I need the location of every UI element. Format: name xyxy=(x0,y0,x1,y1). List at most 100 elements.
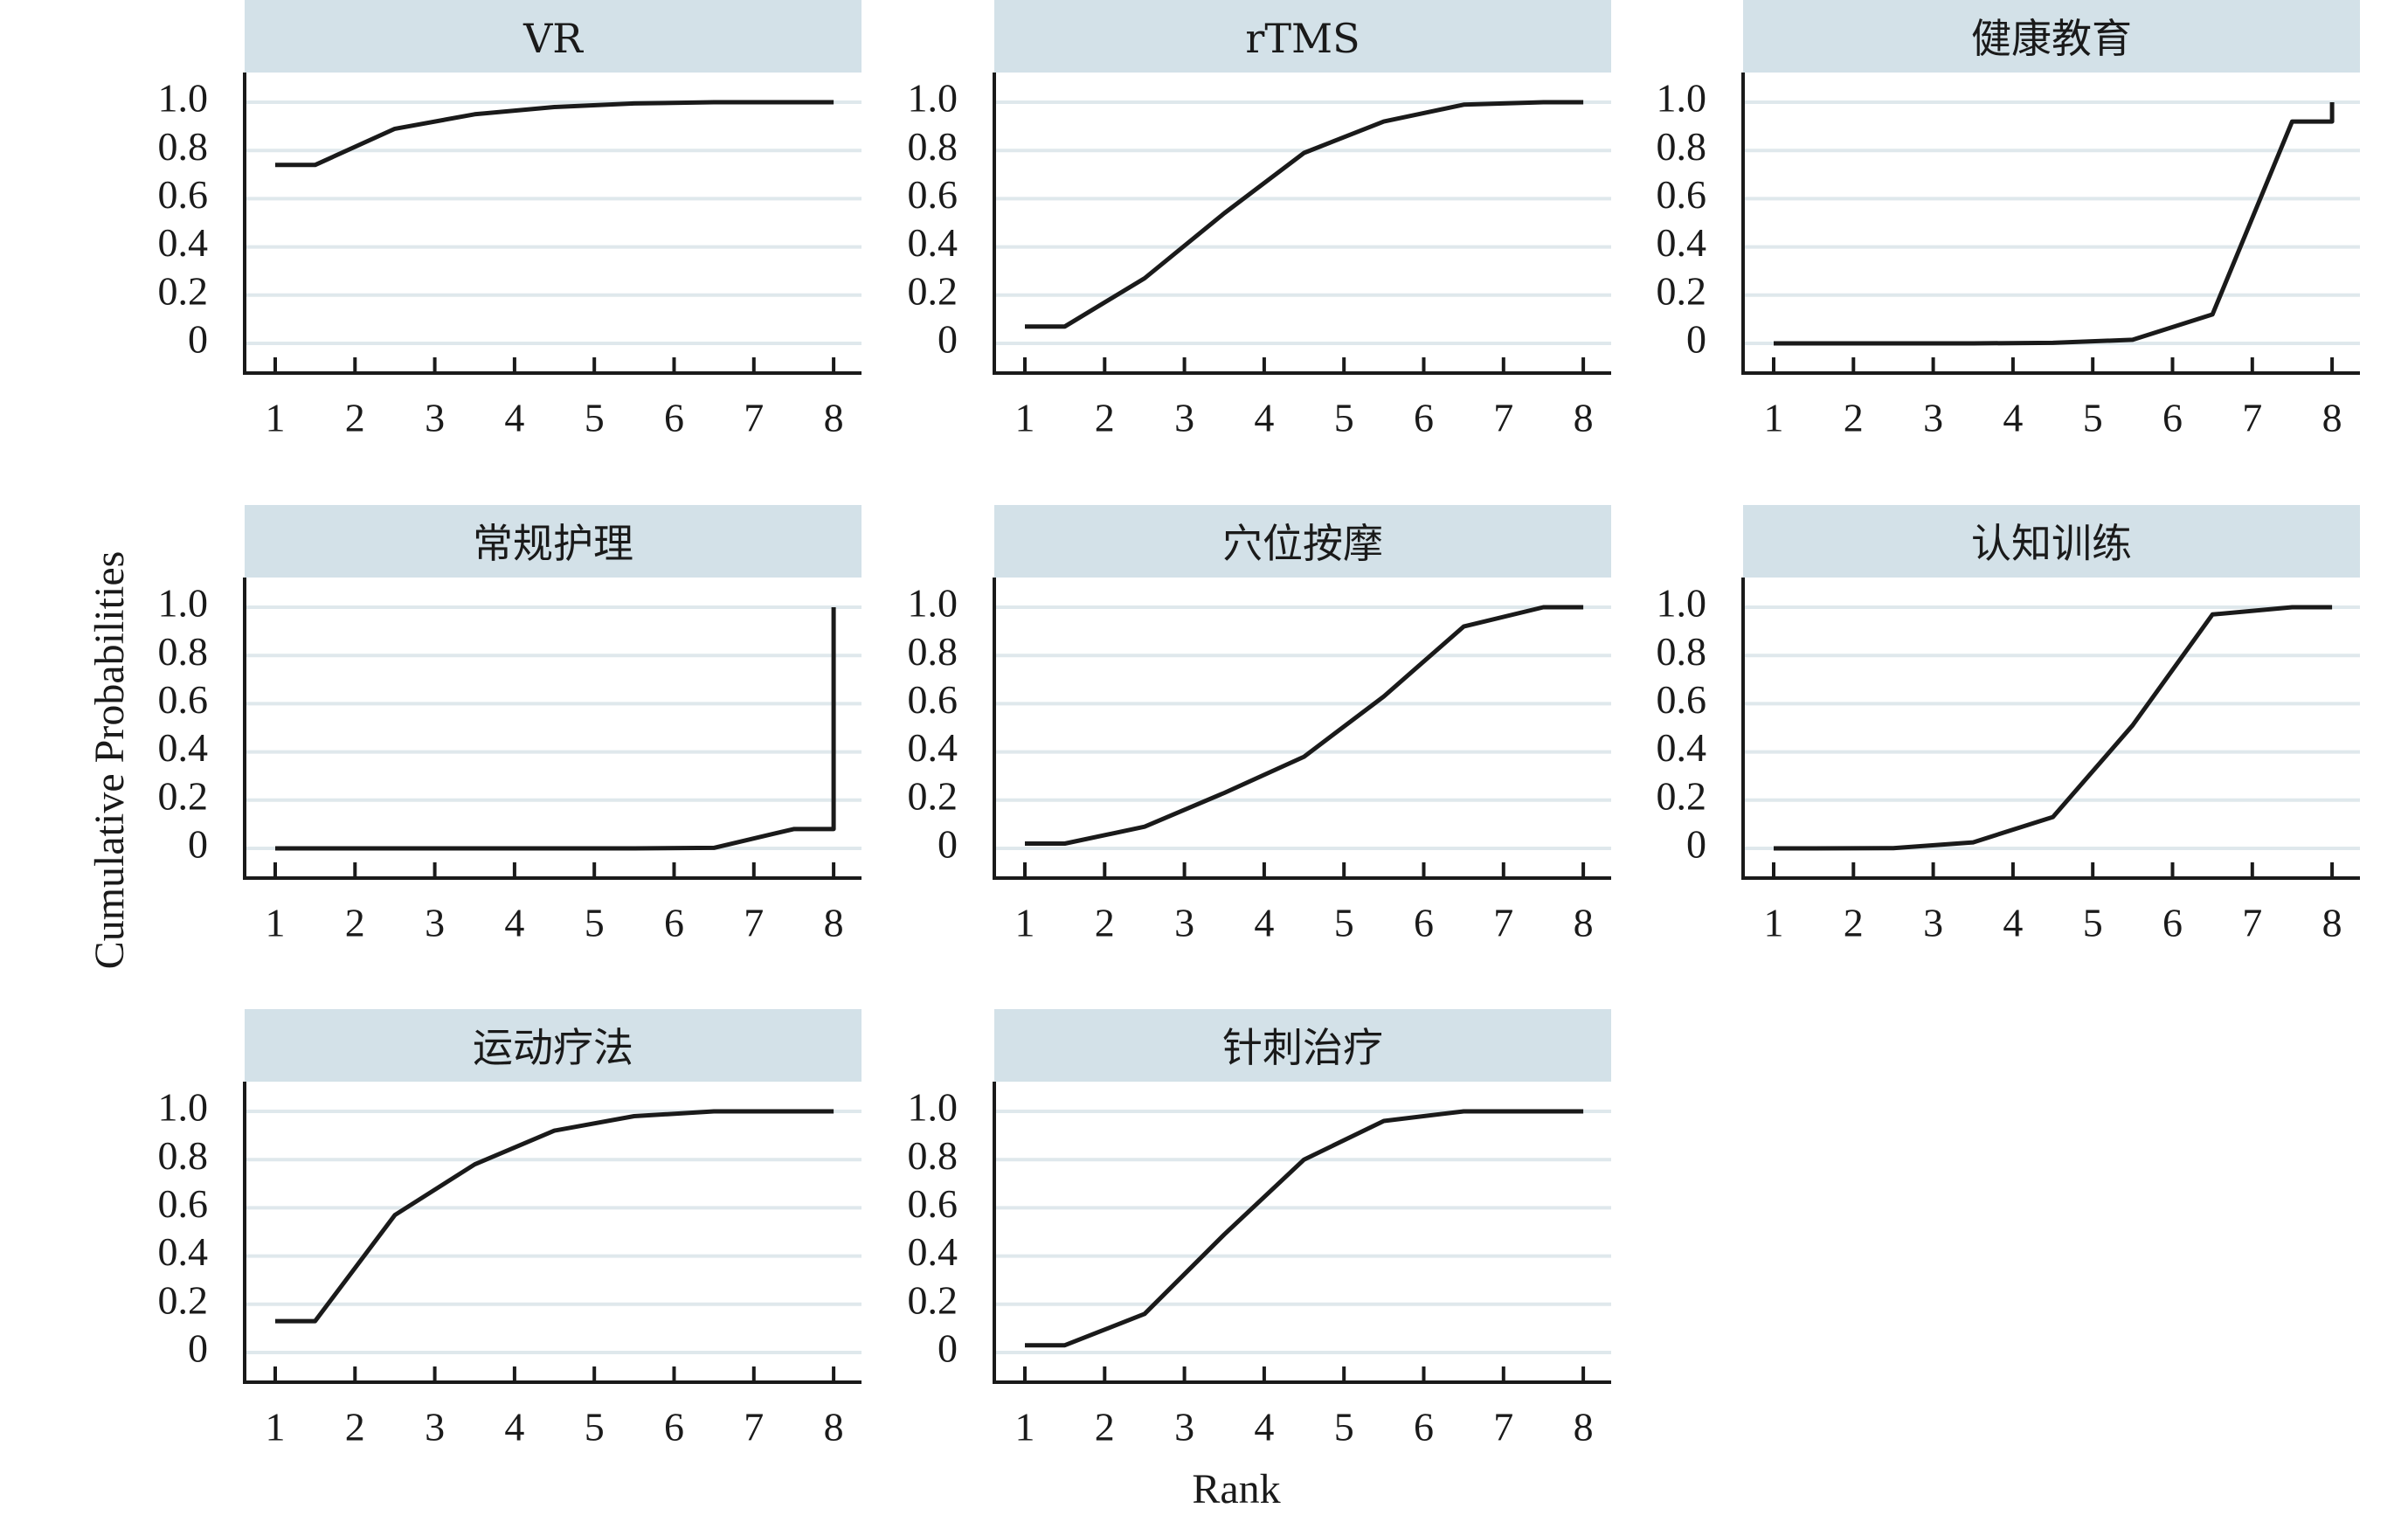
y-tick-label: 1.0 xyxy=(908,581,958,626)
x-tick-label: 4 xyxy=(504,396,524,440)
x-tick-label: 8 xyxy=(1574,396,1594,440)
panel-strip xyxy=(994,0,1611,73)
x-tick-label: 2 xyxy=(345,396,365,440)
y-tick-label: 0 xyxy=(188,822,208,867)
panel-title: 运动疗法 xyxy=(473,1024,633,1071)
x-tick-label: 2 xyxy=(1095,901,1115,945)
panel-strip xyxy=(994,1009,1611,1082)
x-tick-label: 3 xyxy=(425,901,445,945)
y-tick-label: 0.6 xyxy=(158,172,209,217)
x-tick-label: 8 xyxy=(824,396,844,440)
panel-strip xyxy=(245,1009,861,1082)
y-tick-label: 1.0 xyxy=(158,76,209,121)
x-tick-label: 6 xyxy=(664,396,684,440)
x-tick-label: 2 xyxy=(1095,1405,1115,1449)
x-tick-label: 8 xyxy=(2322,901,2342,945)
x-tick-label: 3 xyxy=(425,1405,445,1449)
x-tick-label: 7 xyxy=(1493,1405,1513,1449)
y-tick-label: 1.0 xyxy=(908,76,958,121)
x-tick-label: 4 xyxy=(2003,396,2023,440)
x-tick-label: 8 xyxy=(1574,1405,1594,1449)
x-tick-label: 1 xyxy=(1015,901,1035,945)
panel-strip xyxy=(245,0,861,73)
x-tick-label: 6 xyxy=(1414,396,1434,440)
x-tick-label: 4 xyxy=(1254,396,1274,440)
panel-title: 针刺治疗 xyxy=(1222,1024,1383,1071)
x-tick-label: 3 xyxy=(1923,396,1943,440)
panel-8: 针刺治疗 00.20.40.60.81.0 1 2 3 4 5 6 7 8 xyxy=(908,1009,1611,1449)
panel-title: 穴位按摩 xyxy=(1222,520,1383,567)
panel-strip xyxy=(1743,505,2360,578)
x-tick-label: 6 xyxy=(664,901,684,945)
x-tick-label: 1 xyxy=(1764,396,1784,440)
y-tick-label: 0.8 xyxy=(158,629,209,674)
x-tick-label: 7 xyxy=(1493,901,1513,945)
y-tick-label: 0.2 xyxy=(908,268,958,313)
y-tick-label: 0.6 xyxy=(1657,172,1707,217)
x-tick-label: 2 xyxy=(1844,396,1864,440)
y-tick-label: 0.2 xyxy=(1657,268,1707,313)
x-tick-label: 6 xyxy=(2162,396,2183,440)
x-axis-label: Rank xyxy=(1192,1466,1280,1512)
y-tick-label: 0.8 xyxy=(1657,629,1707,674)
x-tick-label: 8 xyxy=(824,901,844,945)
x-tick-label: 5 xyxy=(2083,396,2103,440)
series-line xyxy=(1774,102,2335,346)
series-line xyxy=(1025,1109,1584,1348)
x-tick-label: 4 xyxy=(504,901,524,945)
x-tick-label: 7 xyxy=(744,396,764,440)
y-tick-label: 0.6 xyxy=(1657,677,1707,722)
panel-4: 常规护理 00.20.40.60.81.0 1 2 3 4 5 6 7 8 xyxy=(158,505,861,945)
y-tick-label: 1.0 xyxy=(158,581,209,626)
y-tick-label: 0.4 xyxy=(158,220,209,265)
x-tick-label: 5 xyxy=(2083,901,2103,945)
series-line xyxy=(275,607,836,851)
panel-strip xyxy=(1743,0,2360,73)
x-tick-label: 7 xyxy=(744,1405,764,1449)
y-tick-label: 0.8 xyxy=(908,629,958,674)
x-tick-label: 1 xyxy=(1764,901,1784,945)
x-tick-label: 3 xyxy=(1174,1405,1194,1449)
y-tick-label: 0 xyxy=(188,1326,208,1371)
x-tick-label: 8 xyxy=(824,1405,844,1449)
y-tick-label: 0.2 xyxy=(158,268,209,313)
y-tick-label: 1.0 xyxy=(158,1085,209,1130)
y-tick-label: 1.0 xyxy=(1657,581,1707,626)
series-line xyxy=(275,100,834,168)
y-tick-label: 1.0 xyxy=(1657,76,1707,121)
panel-title: 健康教育 xyxy=(1971,15,2132,62)
x-tick-label: 7 xyxy=(744,901,764,945)
x-tick-label: 7 xyxy=(2242,901,2262,945)
x-tick-label: 5 xyxy=(1334,1405,1354,1449)
x-tick-label: 2 xyxy=(345,901,365,945)
x-tick-label: 1 xyxy=(1015,396,1035,440)
x-tick-label: 8 xyxy=(2322,396,2342,440)
y-tick-label: 0.6 xyxy=(158,677,209,722)
panel-3: 健康教育 00.20.40.60.81.0 1 2 3 4 5 6 7 8 xyxy=(1657,0,2360,440)
x-tick-label: 4 xyxy=(504,1405,524,1449)
panel-2: rTMS 00.20.40.60.81.0 1 2 3 4 5 6 7 8 xyxy=(908,0,1611,440)
y-tick-label: 0.2 xyxy=(908,773,958,818)
y-tick-label: 0.4 xyxy=(158,1229,209,1274)
y-tick-label: 0.8 xyxy=(908,1133,958,1178)
x-tick-label: 4 xyxy=(2003,901,2023,945)
panel-title: 认知训练 xyxy=(1971,520,2132,567)
x-tick-label: 4 xyxy=(1254,901,1274,945)
y-axis-label: Cumulative Probabilities xyxy=(86,551,133,970)
y-tick-label: 0.4 xyxy=(1657,220,1707,265)
y-tick-label: 0 xyxy=(938,317,958,362)
x-tick-label: 1 xyxy=(266,1405,286,1449)
y-tick-label: 0.2 xyxy=(1657,773,1707,818)
panel-strip xyxy=(994,505,1611,578)
panel-strip xyxy=(245,505,861,578)
y-tick-label: 0.8 xyxy=(908,124,958,169)
y-tick-label: 0 xyxy=(188,317,208,362)
x-tick-label: 6 xyxy=(1414,901,1434,945)
y-tick-label: 0.6 xyxy=(908,1181,958,1226)
y-tick-label: 0.4 xyxy=(908,725,958,770)
x-tick-label: 1 xyxy=(1015,1405,1035,1449)
y-tick-label: 0.8 xyxy=(158,1133,209,1178)
y-tick-label: 0.8 xyxy=(1657,124,1707,169)
